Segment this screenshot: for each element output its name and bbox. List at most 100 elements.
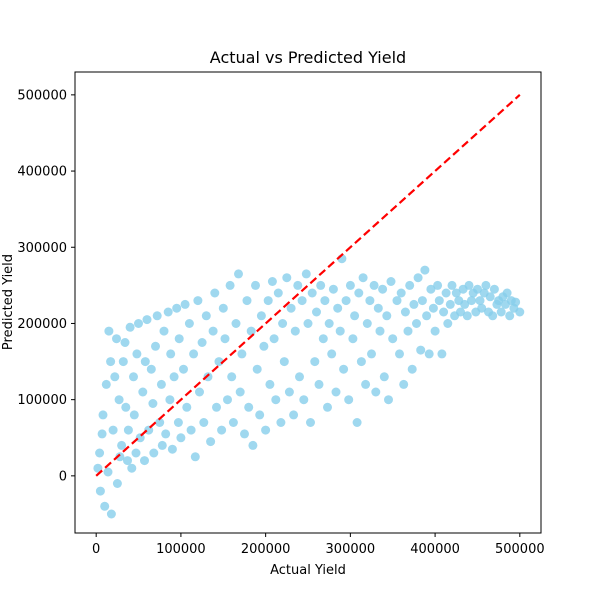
scatter-point [146,364,156,374]
scatter-point [140,456,149,466]
scatter-point [467,296,476,306]
scatter-point [186,425,196,435]
scatter-point [172,303,182,313]
scatter-point [316,280,326,290]
scatter-point [100,501,110,511]
scatter-point [98,410,108,420]
scatter-point [223,395,232,405]
scatter-point [134,319,143,328]
scatter-point [231,319,241,328]
scatter-point [299,395,309,405]
scatter-point [396,288,406,298]
scatter-point [152,311,162,321]
scatter-point [297,296,307,306]
scatter-point [344,395,354,405]
scatter-point [180,299,190,309]
scatter-point [184,319,194,328]
scatter-point [251,280,260,290]
scatter-point [157,440,167,450]
scatter-point [428,303,438,313]
plot-frame [74,71,542,534]
scatter-point [93,463,103,473]
scatter-point [127,463,137,473]
scatter-point [197,338,207,347]
scatter-point [151,341,160,351]
scatter-point [412,319,421,328]
scatter-point [323,402,332,412]
scatter-point [420,265,430,275]
scatter-point [335,326,345,336]
scatter-point [123,456,132,466]
reference-line [95,94,521,477]
scatter-point [284,387,294,397]
scatter-point [112,479,122,488]
scatter-point [303,319,313,328]
scatter-point [356,357,366,367]
scatter-point [502,288,512,298]
scatter-point [208,326,218,336]
scatter-point [379,372,389,382]
y-axis-label: Predicted Yield [1,254,16,350]
scatter-point [95,486,105,496]
scatter-point [348,334,358,344]
scatter-point [97,429,107,439]
scatter-point [362,319,372,328]
scatter-point [125,322,135,332]
scatter-point [228,418,238,427]
scatter-point [328,284,338,294]
x-tick-label: 100000 [156,542,206,557]
x-tick-label: 200000 [241,542,291,557]
scatter-point [106,357,116,367]
x-tick-label: 500000 [495,542,545,557]
scatter-point [212,402,221,412]
scatter-point [190,452,200,462]
scatter-point [327,349,337,359]
scatter-point [371,387,381,397]
scatter-point [195,387,204,397]
scatter-point [475,296,485,306]
scatter-point [386,277,396,286]
scatter-point [142,315,152,325]
scatter-point [206,437,216,447]
scatter-point [307,288,317,298]
scatter-point [443,319,453,328]
scatter-point [341,296,351,306]
scatter-point [361,379,371,389]
scatter-point [225,280,235,290]
scatter-point [201,311,211,321]
scatter-point [407,364,417,374]
scatter-point [286,303,296,313]
y-tick-label: 500000 [17,88,67,103]
x-tick-label: 400000 [410,542,460,557]
scatter-point [369,280,379,290]
scatter-point [310,357,320,367]
scatter-point [422,311,432,321]
scatter-point [138,387,148,397]
scatter-point [437,349,447,359]
scatter-point [259,341,269,351]
scatter-point [350,311,360,321]
scatter-point [331,387,341,397]
scatter-point [235,387,245,397]
y-tick-label: 100000 [17,393,67,408]
scatter-point [320,296,330,306]
scatter-point [447,280,457,290]
scatter-point [220,334,230,344]
scatter-point [234,269,243,279]
scatter-point [426,284,436,294]
scatter-point [367,349,376,359]
scatter-point [430,326,440,336]
scatter-point [104,326,114,336]
scatter-point [179,364,188,374]
scatter-point [271,395,281,405]
x-tick-label: 300000 [326,542,376,557]
scatter-point [114,395,124,405]
scatter-point [445,299,455,309]
scatter-point [140,357,150,367]
scatter-point [163,307,173,317]
y-tick-label: 300000 [17,241,67,256]
scatter-point [242,296,252,306]
scatter-point [378,284,388,294]
scatter-point [167,444,177,454]
scatter-point [103,467,113,477]
